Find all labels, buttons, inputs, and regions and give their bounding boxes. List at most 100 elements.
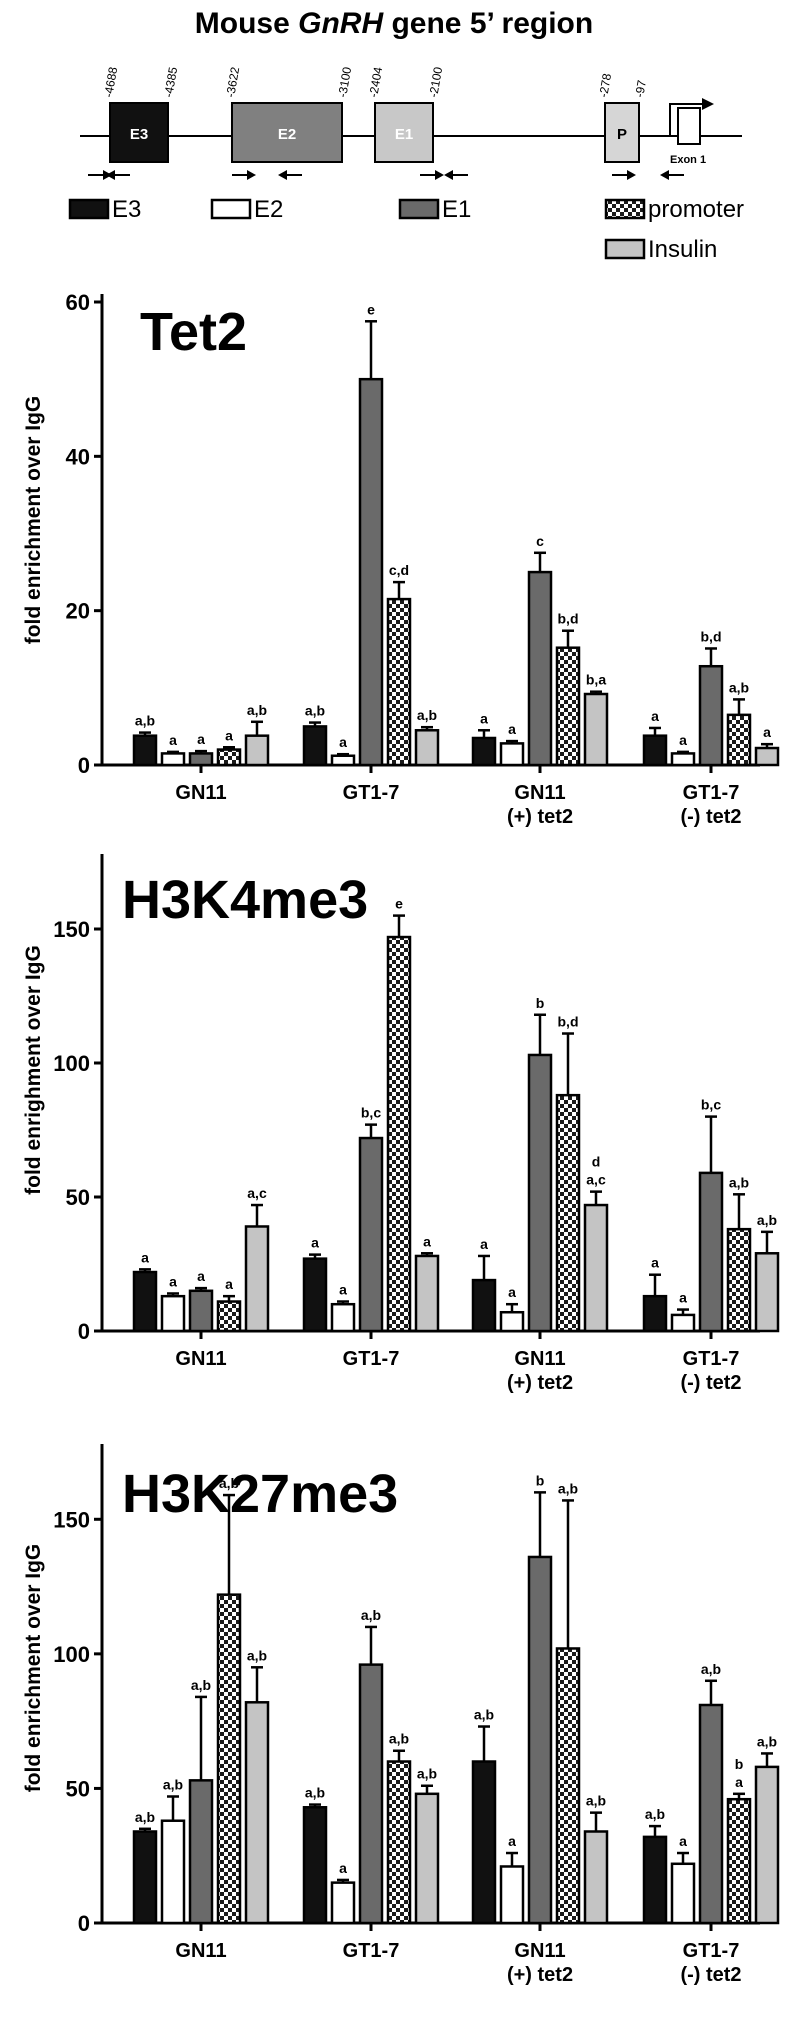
legend-swatch (68, 198, 110, 220)
bar-e2 (499, 1865, 525, 1925)
significance-label: a,b (191, 1677, 211, 1693)
region-box-rect (374, 102, 434, 163)
primer-arrow-head (444, 170, 453, 180)
y-tick-label: 100 (53, 1642, 90, 1667)
region-box-label: E1 (395, 126, 413, 143)
y-tick-label: 150 (53, 1507, 90, 1532)
region-box-rect (604, 102, 640, 163)
y-axis-label: fold enrichment over IgG (22, 396, 45, 645)
legend-swatch (604, 198, 646, 220)
tss-arrow-head (702, 98, 714, 110)
bar-e3 (642, 1835, 668, 1925)
significance-label: a (763, 724, 771, 740)
significance-label: a (225, 1276, 233, 1292)
significance-label: b (536, 995, 545, 1011)
legend-item-insulin: Insulin (604, 236, 717, 263)
significance-label: a,b (305, 703, 325, 719)
legend-label: E2 (254, 196, 283, 223)
chart-title: H3K27me3 (122, 1464, 398, 1524)
significance-label: a (169, 732, 177, 748)
region-boxes: E3 -4688 -4385 E2 -3622 -3100 E1 -2404 -2100 P -27… (101, 66, 649, 163)
exon1-box (677, 107, 701, 145)
y-tick-label: 150 (53, 917, 90, 942)
significance-label: a,b (247, 702, 267, 718)
bar-promoter (216, 748, 242, 767)
bar-insulin (414, 1792, 440, 1925)
region-box-label: P (617, 126, 627, 143)
chart-title: H3K4me3 (122, 870, 368, 930)
significance-label-top: b (735, 1756, 744, 1772)
bar-promoter (555, 646, 581, 767)
significance-label: a (651, 708, 659, 724)
x-category-label: GT1-7 (-) tet2 (680, 1348, 741, 1394)
significance-label: a (679, 1290, 687, 1306)
bar-insulin (754, 1252, 780, 1333)
bar-promoter (386, 935, 412, 1333)
primer-arrow-head (247, 170, 256, 180)
significance-label: c,d (389, 562, 409, 578)
legend-label: promoter (648, 196, 744, 223)
region-box-rect (231, 102, 343, 163)
bar-e2 (670, 752, 696, 767)
bar-e1 (527, 570, 553, 767)
x-category-label: GN11 (175, 782, 226, 804)
chart-tet2: Tet2 fold enrichment over IgG 0 20 40 60 GN11 G… (22, 290, 780, 828)
gene-diagram: Mouse GnRH gene 5’ region E3 -4688 -4385 E2… (80, 7, 742, 180)
bar-e2 (160, 752, 186, 767)
significance-label: a (169, 1273, 177, 1289)
significance-label: a,c (247, 1185, 267, 1201)
bar-insulin (244, 734, 270, 767)
legend-swatch (398, 198, 440, 220)
bar-insulin (244, 1225, 270, 1333)
bar-e1 (188, 1779, 214, 1925)
exon1-label: Exon 1 (670, 154, 706, 166)
significance-label: a,b (757, 1212, 777, 1228)
significance-label: a (339, 734, 347, 750)
coord-label: -4688 (101, 66, 120, 99)
y-tick-label: 100 (53, 1051, 90, 1076)
x-category-label: GT1-7 (-) tet2 (680, 782, 741, 828)
significance-label: b (536, 1472, 545, 1488)
x-category-label: GN11 (+) tet2 (507, 782, 573, 828)
bar-e1 (527, 1053, 553, 1333)
bar-e3 (642, 1294, 668, 1333)
bar-promoter (386, 1760, 412, 1925)
significance-label: a,b (361, 1607, 381, 1623)
bar-e3 (471, 736, 497, 767)
y-tick-label: 60 (66, 290, 90, 315)
significance-label: a (225, 727, 233, 743)
significance-label: a,b (474, 1707, 494, 1723)
y-tick-label: 0 (78, 1911, 90, 1936)
x-category-label: GN11 (175, 1348, 226, 1370)
coord-label: -2100 (426, 66, 445, 99)
significance-label: a,b (163, 1777, 183, 1793)
bar-e1 (358, 377, 384, 767)
bar-e2 (330, 754, 356, 767)
x-category-label: GN11 (175, 1940, 226, 1962)
legend-swatch (210, 198, 252, 220)
significance-label: a (311, 1235, 319, 1251)
primer-arrow-head (627, 170, 636, 180)
significance-label: a (339, 1282, 347, 1298)
chart-h3k4me3: H3K4me3 fold enrighment over IgG 0 50 100 150… (22, 854, 780, 1394)
bar-insulin (414, 729, 440, 767)
bar-insulin (414, 1254, 440, 1333)
significance-label: e (367, 301, 375, 317)
bar-promoter (216, 1593, 242, 1925)
primer-arrow-head (435, 170, 444, 180)
bar-e2 (330, 1881, 356, 1925)
significance-label: c (536, 533, 544, 549)
region-box-rect (109, 102, 169, 163)
significance-label: a (480, 1236, 488, 1252)
significance-label: a (480, 710, 488, 726)
significance-label: a (508, 1284, 516, 1300)
chart-title: Tet2 (140, 302, 247, 362)
significance-label: a (197, 1268, 205, 1284)
bar-e3 (132, 734, 158, 767)
significance-label: a,b (417, 1766, 437, 1782)
legend-item-e1: E1 (398, 196, 471, 223)
tss-arrow (669, 103, 702, 136)
bar-e1 (698, 1171, 724, 1333)
bar-e2 (670, 1313, 696, 1333)
